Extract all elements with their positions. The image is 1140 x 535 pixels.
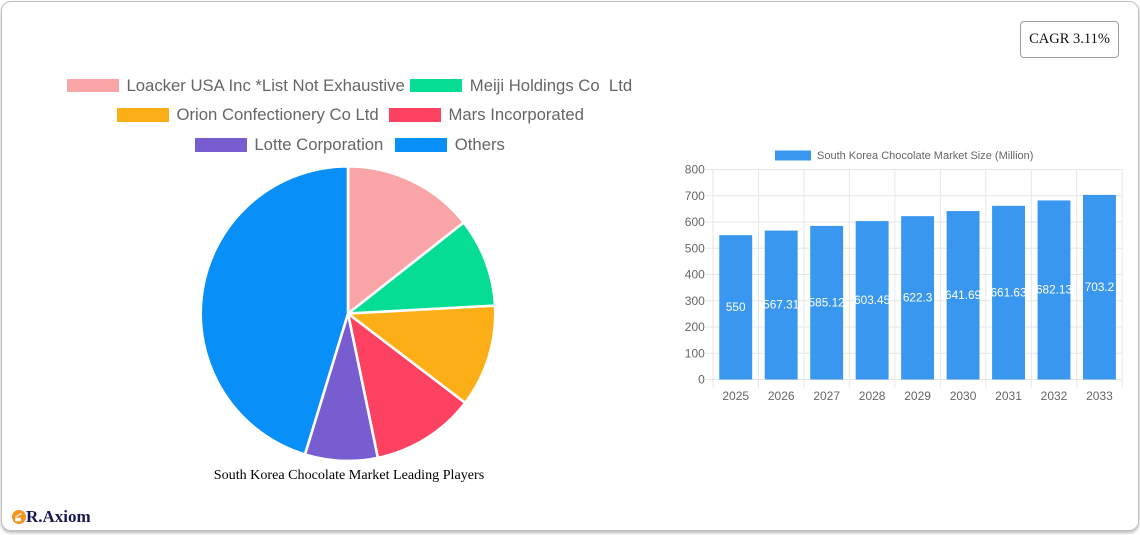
svg-text:700: 700 xyxy=(685,189,705,203)
svg-text:0: 0 xyxy=(698,373,705,387)
svg-text:2031: 2031 xyxy=(995,389,1022,403)
svg-text:2026: 2026 xyxy=(768,389,795,403)
svg-text:661.63: 661.63 xyxy=(990,285,1027,299)
svg-text:585.12: 585.12 xyxy=(809,295,845,309)
svg-text:641.69: 641.69 xyxy=(945,288,981,302)
svg-text:703.2: 703.2 xyxy=(1085,280,1115,294)
svg-text:2032: 2032 xyxy=(1041,389,1068,403)
svg-text:South Korea Chocolate Market S: South Korea Chocolate Market Size (Milli… xyxy=(817,150,1033,162)
svg-text:200: 200 xyxy=(685,320,705,334)
svg-text:2029: 2029 xyxy=(904,389,931,403)
svg-text:400: 400 xyxy=(685,268,705,282)
svg-text:622.3: 622.3 xyxy=(903,291,933,305)
svg-text:800: 800 xyxy=(685,163,705,177)
svg-text:2028: 2028 xyxy=(859,389,886,403)
svg-text:2027: 2027 xyxy=(813,389,840,403)
svg-text:600: 600 xyxy=(685,215,705,229)
svg-text:2030: 2030 xyxy=(950,389,977,403)
svg-text:567.31: 567.31 xyxy=(763,298,799,312)
svg-text:2025: 2025 xyxy=(722,389,749,403)
svg-text:500: 500 xyxy=(685,241,705,255)
svg-text:300: 300 xyxy=(685,294,705,308)
svg-text:2033: 2033 xyxy=(1086,389,1113,403)
svg-text:550: 550 xyxy=(726,300,746,314)
svg-text:100: 100 xyxy=(685,346,705,360)
svg-text:603.45: 603.45 xyxy=(854,293,891,307)
svg-text:682.13: 682.13 xyxy=(1036,283,1073,297)
